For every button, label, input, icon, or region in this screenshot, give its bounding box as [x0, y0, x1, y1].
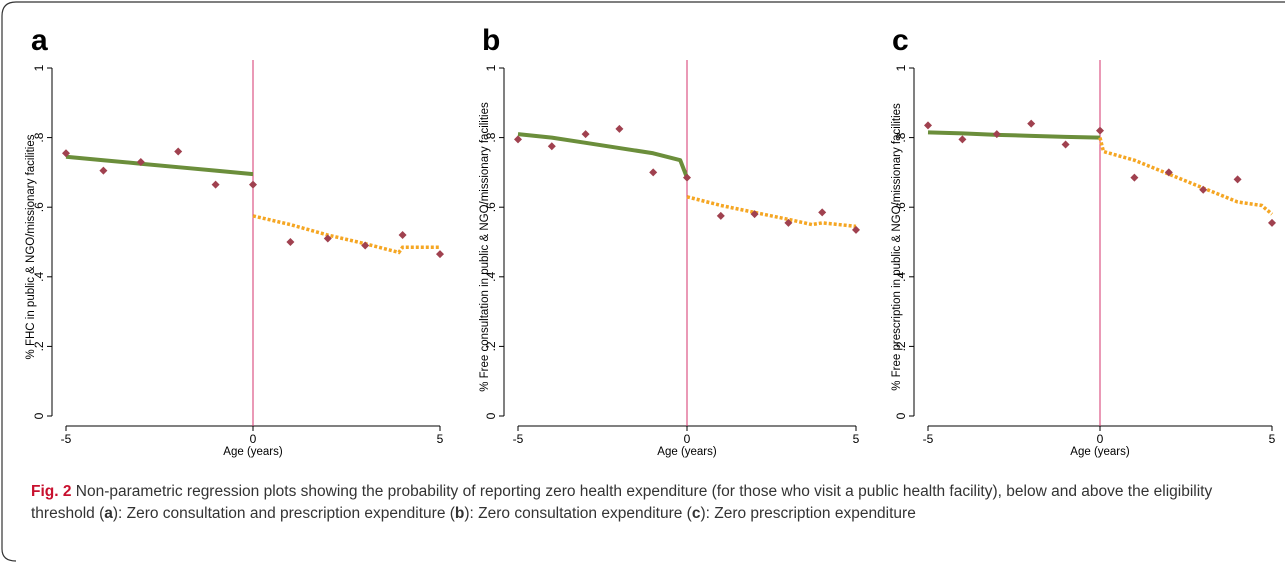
caption-fragment: ): Zero consultation expenditure (: [464, 505, 692, 522]
y-tick-label: .2: [484, 341, 498, 351]
scatter-point: [436, 250, 444, 259]
caption-text: Non-parametric regression plots showing …: [31, 483, 1212, 522]
y-tick-label: 1: [894, 64, 908, 71]
scatter-point: [924, 121, 932, 130]
scatter-point: [581, 130, 590, 139]
scatter-point: [249, 180, 257, 189]
y-tick-label: 1: [32, 64, 46, 71]
scatter-point: [136, 157, 145, 166]
y-axis-label: % Free prescription in public & NGO/miss…: [891, 103, 903, 391]
x-tick-label: 5: [1269, 432, 1276, 446]
chart-svg: 0 .2 .4 .6 .8 1 -5 0 5 Age (years) % FHC in public…: [25, 60, 444, 458]
scatter-point: [716, 211, 725, 220]
x-tick-label: 0: [250, 432, 257, 446]
y-tick-label: .8: [32, 132, 46, 142]
figure-label: Fig. 2: [31, 483, 72, 500]
scatter-point: [649, 168, 658, 177]
caption-panel-ref: b: [454, 505, 465, 522]
scatter-point: [818, 208, 827, 217]
scatter-point: [1096, 126, 1104, 135]
panel-label-a: a: [31, 24, 48, 57]
y-tick-label: .2: [32, 341, 46, 351]
x-tick-label: 5: [437, 432, 444, 446]
chart-panel-b: 0 .2 .4 .6 .8 1 -5 0 5 Age (years) % Free consulta…: [468, 60, 876, 470]
x-axis-label: Age (years): [223, 446, 283, 458]
caption-fragment: ): Zero consultation and prescription ex…: [112, 505, 455, 522]
scatter-point: [99, 166, 108, 175]
scatter-point: [958, 135, 967, 144]
y-tick-label: .4: [32, 271, 46, 281]
scatter-point: [750, 210, 759, 219]
scatter-point: [361, 241, 370, 250]
scatter-point: [1199, 185, 1208, 194]
chart-panel-a: 0 .2 .4 .6 .8 1 -5 0 5 Age (years) % FHC in public…: [20, 60, 460, 470]
y-tick-label: 1: [484, 64, 498, 71]
x-tick-label: 0: [684, 432, 691, 446]
y-tick-label: .4: [894, 271, 908, 281]
panel-label-c: c: [892, 24, 909, 57]
caption-fragment: ): Zero prescription expenditure: [700, 505, 916, 522]
scatter-point: [398, 231, 407, 240]
scatter-point: [174, 147, 183, 156]
chart-svg: 0 .2 .4 .6 .8 1 -5 0 5 Age (years) % Free prescrip…: [891, 60, 1276, 458]
chart-svg: 0 .2 .4 .6 .8 1 -5 0 5 Age (years) % Free consulta…: [479, 60, 860, 458]
y-tick-label: 0: [32, 412, 46, 419]
caption-panel-ref: a: [104, 505, 113, 522]
x-tick-label: -5: [61, 432, 72, 446]
left-fit-line: [65, 154, 254, 177]
figure-caption: Fig. 2 Non-parametric regression plots s…: [31, 481, 1266, 525]
scatter-point: [514, 135, 522, 144]
y-tick-label: .8: [894, 132, 908, 142]
scatter-point: [1268, 218, 1276, 227]
caption-panel-ref: c: [691, 505, 701, 522]
panel-label-b: b: [482, 24, 501, 57]
right-fit-line: [252, 214, 440, 255]
scatter-point: [211, 180, 220, 189]
right-fit-line: [686, 195, 857, 229]
y-tick-label: .4: [484, 271, 498, 281]
scatter-point: [1233, 175, 1242, 184]
scatter-point: [615, 124, 624, 133]
scatter-point: [1027, 119, 1036, 128]
scatter-point: [1164, 168, 1173, 177]
left-fit-line: [927, 130, 1101, 140]
scatter-point: [852, 225, 860, 234]
x-tick-label: 5: [853, 432, 860, 446]
scatter-point: [547, 142, 556, 151]
scatter-point: [683, 173, 691, 182]
scatter-point: [286, 238, 295, 246]
y-tick-label: .6: [484, 202, 498, 212]
y-tick-label: .2: [894, 341, 908, 351]
x-tick-label: -5: [923, 432, 934, 446]
x-tick-label: 0: [1097, 432, 1104, 446]
scatter-point: [1130, 173, 1139, 182]
scatter-point: [62, 149, 70, 158]
y-tick-label: .6: [894, 202, 908, 212]
y-axis-label: % Free consultation in public & NGO/miss…: [479, 102, 491, 392]
scatter-point: [992, 130, 1001, 139]
y-axis-label: % FHC in public & NGO/missionary facilit…: [25, 134, 37, 359]
right-fit-line: [1098, 137, 1274, 216]
x-axis-label: Age (years): [657, 446, 717, 458]
x-tick-label: -5: [513, 432, 524, 446]
caption-fragment: Non-parametric regression plots showing …: [31, 483, 1213, 522]
chart-panel-c: 0 .2 .4 .6 .8 1 -5 0 5 Age (years) % Free prescrip…: [880, 60, 1285, 470]
y-tick-label: .8: [484, 132, 498, 142]
x-axis-label: Age (years): [1070, 446, 1130, 458]
scatter-point: [323, 234, 332, 243]
y-tick-label: .6: [32, 202, 46, 212]
scatter-point: [1061, 140, 1070, 149]
scatter-point: [784, 218, 793, 227]
y-tick-label: 0: [894, 412, 908, 419]
y-tick-label: 0: [484, 412, 498, 419]
left-fit-line: [517, 132, 689, 179]
